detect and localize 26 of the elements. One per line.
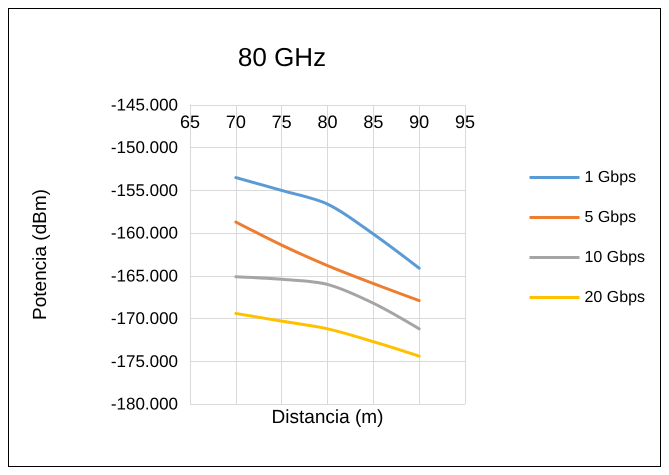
line-series bbox=[234, 176, 421, 270]
chart-title: 80 GHz bbox=[238, 42, 326, 72]
y-tick-label: -150.000 bbox=[110, 138, 178, 158]
x-tick-label: 95 bbox=[454, 112, 476, 132]
x-tick-label: 65 bbox=[180, 112, 200, 132]
y-tick-label: -160.000 bbox=[110, 224, 178, 243]
line-series bbox=[234, 220, 421, 302]
x-tick-label: 90 bbox=[409, 112, 430, 132]
legend-label: 1 Gbps bbox=[584, 169, 636, 186]
legend-label: 10 Gbps bbox=[584, 249, 645, 266]
x-tick-label: 80 bbox=[317, 112, 338, 132]
line-series bbox=[234, 312, 421, 358]
y-tick-label: -165.000 bbox=[110, 266, 178, 286]
y-tick-label: -155.000 bbox=[110, 180, 178, 200]
y-tick-label: -145.000 bbox=[110, 96, 178, 114]
y-tick-label: -180.000 bbox=[110, 394, 178, 414]
y-tick-label: -175.000 bbox=[110, 352, 178, 371]
x-tick-label: 85 bbox=[363, 112, 384, 132]
y-tick-label: -170.000 bbox=[110, 309, 178, 328]
legend-label: 20 Gbps bbox=[584, 289, 645, 306]
x-tick-label: 75 bbox=[272, 112, 292, 132]
x-axis-title: Distancia (m) bbox=[272, 407, 384, 428]
y-axis-title: Potencia (dBm) bbox=[30, 189, 51, 320]
line-series bbox=[234, 275, 421, 330]
legend-label: 5 Gbps bbox=[584, 209, 636, 226]
x-tick-label: 70 bbox=[226, 112, 246, 132]
